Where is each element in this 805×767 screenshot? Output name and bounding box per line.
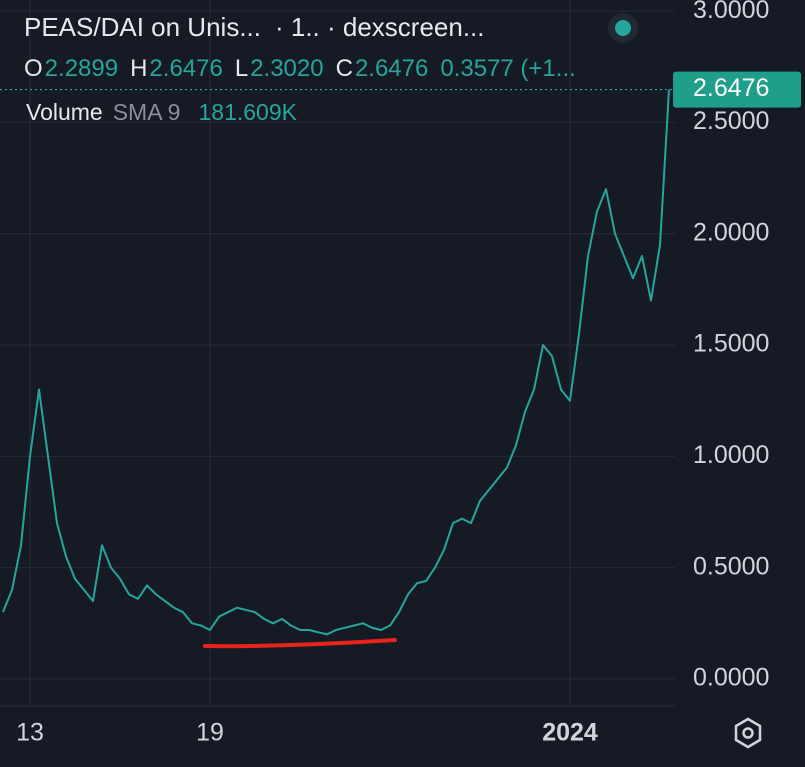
y-tick-label: 1.5000 (693, 330, 769, 358)
ohlc-legend: O2.2899 H2.6476 L2.3020 C2.6476 0.3577 (+1..… (24, 55, 576, 82)
ohlc-value: 2.2899 (45, 55, 118, 82)
source: · 1.. · dexscreen... (275, 12, 485, 42)
y-tick-label: 2.5000 (693, 107, 769, 135)
hexagon (734, 717, 762, 749)
last-price-tag (673, 71, 801, 108)
ohlc-key: O (24, 55, 43, 82)
ohlc-value: 2.6476 (149, 55, 222, 82)
y-tick-label: 0.0000 (693, 664, 769, 692)
y-tick-label: 3.0000 (693, 0, 769, 24)
pair-name: PEAS/DAI on Unis... (24, 12, 261, 42)
chart-title: PEAS/DAI on Unis... · 1.. · dexscreen... (24, 12, 485, 42)
volume-value: 181.609K (198, 99, 297, 125)
price-change: 0.3577 (+1... (440, 55, 575, 82)
ohlc-key: C (336, 55, 353, 82)
plot (2, 89, 670, 636)
volume-legend: Volume SMA 9 181.609K (26, 99, 298, 125)
price-line (2, 89, 670, 636)
last-price-label: 2.6476 (693, 74, 769, 102)
status-dot (615, 20, 631, 36)
x-tick-label: 19 (196, 719, 224, 747)
volume-label: Volume (26, 99, 103, 125)
settings-icon[interactable] (734, 717, 762, 749)
ohlc-value: 2.6476 (355, 55, 428, 82)
y-tick-label: 1.0000 (693, 441, 769, 469)
x-tick-label: 2024 (542, 719, 598, 747)
y-tick-label: 0.5000 (693, 552, 769, 580)
ohlc-value: 2.3020 (250, 55, 323, 82)
sma-label: SMA 9 (113, 99, 181, 125)
y-tick-label: 2.0000 (693, 218, 769, 246)
x-tick-label: 13 (16, 719, 44, 747)
ohlc-key: H (130, 55, 147, 82)
ohlc-key: L (235, 55, 248, 82)
grid (0, 0, 675, 706)
hexagon-center (742, 727, 754, 739)
annotation-underline (203, 638, 397, 649)
